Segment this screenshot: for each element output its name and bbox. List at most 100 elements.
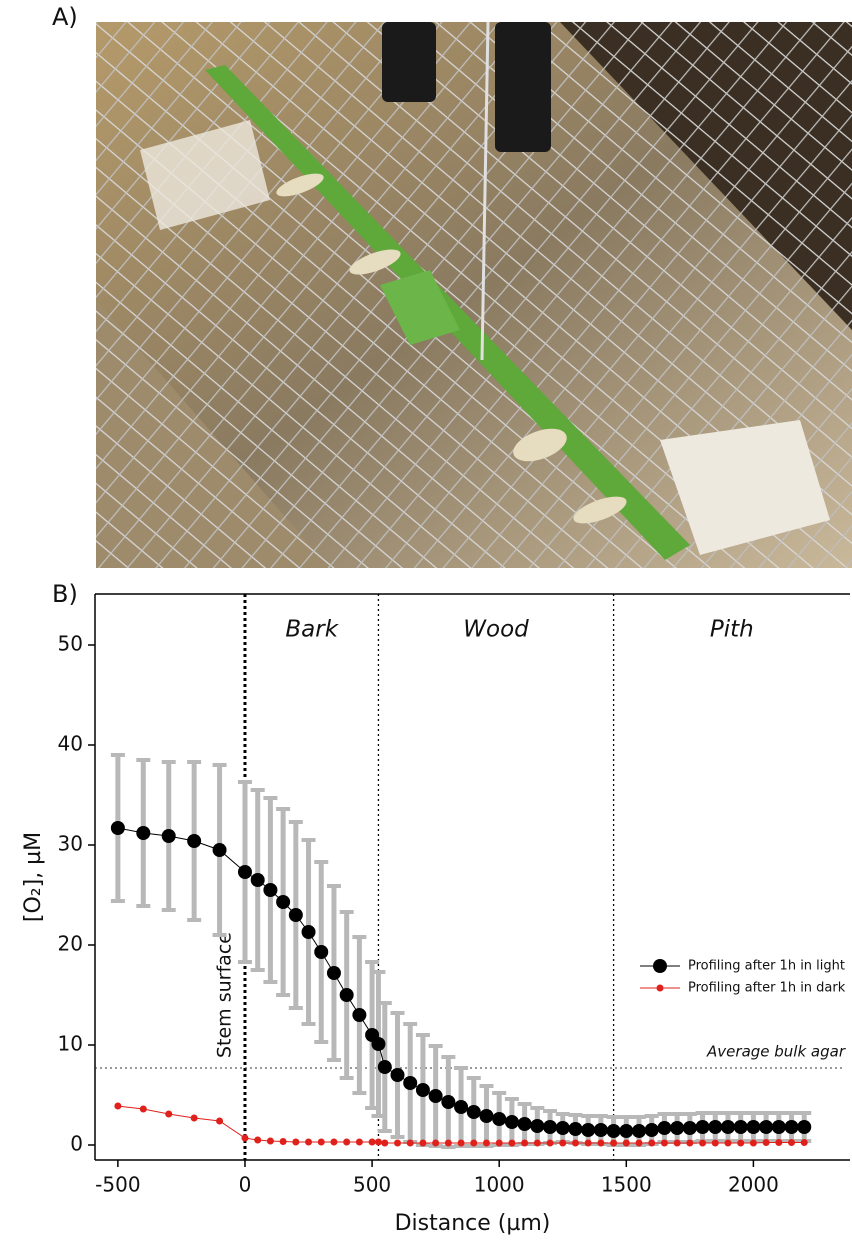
data-point (644, 1123, 659, 1137)
x-tick-label: 1000 (474, 1173, 525, 1197)
legend-marker (653, 959, 667, 973)
data-point (737, 1139, 745, 1147)
data-point (635, 1139, 643, 1147)
data-point (114, 1102, 122, 1110)
data-point (517, 1117, 532, 1131)
data-point (648, 1139, 656, 1147)
data-point (771, 1120, 786, 1134)
data-point (559, 1139, 567, 1147)
data-point (352, 1008, 367, 1022)
data-point (470, 1139, 478, 1147)
photo (96, 21, 852, 568)
data-point (632, 1124, 647, 1138)
data-point (749, 1139, 757, 1147)
data-point (190, 1114, 198, 1122)
data-point (263, 883, 278, 897)
data-point (279, 1138, 287, 1145)
data-point (546, 1139, 554, 1147)
data-point (301, 925, 316, 939)
data-point (330, 1138, 338, 1146)
plot: -500 0 500 1000 1500 2000 0 10 20 30 40 50 Distance … (21, 593, 850, 1236)
data-point (521, 1139, 529, 1147)
data-point (254, 1136, 262, 1144)
data-point (584, 1139, 592, 1147)
data-point (444, 1139, 452, 1147)
data-point (759, 1120, 774, 1134)
data-point (708, 1120, 723, 1134)
data-point (504, 1115, 519, 1129)
data-point (495, 1139, 503, 1147)
data-point (543, 1120, 558, 1134)
panel-label: B) (52, 580, 78, 608)
data-point (415, 1083, 430, 1097)
data-point (371, 1037, 386, 1051)
data-point (161, 829, 176, 843)
data-point (419, 1139, 427, 1147)
data-point (466, 1105, 481, 1119)
data-point (110, 821, 125, 835)
x-tick-label: 500 (353, 1173, 391, 1197)
legend-marker (656, 984, 664, 992)
data-point (492, 1112, 507, 1126)
data-point (288, 908, 303, 922)
data-point (619, 1124, 634, 1138)
data-point (593, 1123, 608, 1137)
y-axis-label: [O₂], µM (21, 832, 46, 922)
data-point (695, 1120, 710, 1134)
y-tick-label: 50 (58, 632, 83, 656)
data-point (746, 1120, 761, 1134)
data-point (686, 1139, 694, 1147)
data-point (597, 1139, 605, 1147)
data-point (187, 834, 202, 848)
data-point (508, 1139, 516, 1147)
data-point (428, 1089, 443, 1103)
data-point (237, 865, 252, 879)
data-point (250, 873, 265, 887)
data-point (390, 1068, 405, 1082)
data-point (165, 1110, 173, 1118)
legend-label: Profiling after 1h in light (688, 959, 845, 974)
data-point (670, 1121, 685, 1135)
data-point (699, 1139, 707, 1147)
data-point (216, 1117, 224, 1125)
y-tick-label: 30 (58, 832, 83, 856)
data-point (212, 843, 227, 857)
y-tick-label: 10 (58, 1032, 83, 1056)
legend-label: Profiling after 1h in dark (688, 981, 846, 996)
data-point (800, 1139, 808, 1146)
y-tick-label: 40 (58, 732, 83, 756)
data-point (733, 1120, 748, 1134)
data-point (479, 1109, 494, 1123)
data-point (314, 945, 329, 959)
x-tick-label: 0 (239, 1173, 252, 1197)
data-point (571, 1139, 579, 1147)
data-point (339, 988, 354, 1002)
data-point (406, 1139, 414, 1147)
data-point (660, 1139, 668, 1147)
data-point (555, 1121, 570, 1135)
data-point (266, 1137, 274, 1145)
data-point (581, 1123, 596, 1137)
y-tick-label: 0 (70, 1132, 83, 1156)
data-point (606, 1124, 621, 1138)
data-point (394, 1139, 402, 1147)
data-point (657, 1121, 672, 1135)
data-point (305, 1138, 313, 1146)
x-axis-label: Distance (µm) (395, 1211, 551, 1236)
data-point (403, 1076, 418, 1090)
data-point (139, 1105, 147, 1113)
data-point (441, 1095, 456, 1109)
data-point (377, 1060, 392, 1074)
region-label: Wood (463, 617, 529, 643)
data-point (762, 1139, 770, 1146)
data-point (381, 1139, 389, 1147)
data-point (368, 1138, 376, 1146)
data-point (775, 1139, 783, 1146)
data-point (797, 1120, 812, 1134)
data-point (530, 1119, 545, 1133)
data-point (457, 1139, 465, 1147)
x-tick-label: 2000 (728, 1173, 779, 1197)
data-point (292, 1138, 300, 1146)
data-point (276, 895, 291, 909)
